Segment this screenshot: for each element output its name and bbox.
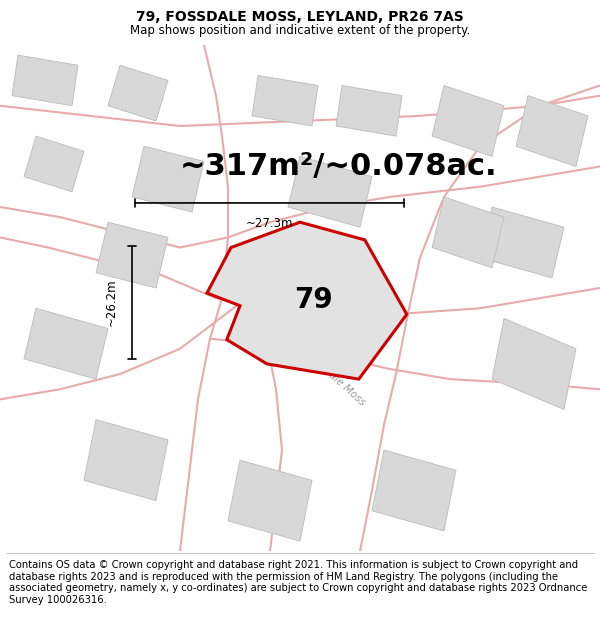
Polygon shape <box>228 460 312 541</box>
Polygon shape <box>12 55 78 106</box>
Text: Fossdale Moss: Fossdale Moss <box>305 351 367 408</box>
Polygon shape <box>372 450 456 531</box>
Polygon shape <box>336 86 402 136</box>
Polygon shape <box>516 96 588 166</box>
Text: 79: 79 <box>294 286 332 314</box>
Text: Map shows position and indicative extent of the property.: Map shows position and indicative extent… <box>130 24 470 37</box>
Polygon shape <box>24 136 84 192</box>
Text: Contains OS data © Crown copyright and database right 2021. This information is : Contains OS data © Crown copyright and d… <box>9 560 587 605</box>
Polygon shape <box>108 65 168 121</box>
Polygon shape <box>207 222 407 379</box>
Polygon shape <box>24 308 108 379</box>
Polygon shape <box>432 86 504 156</box>
Polygon shape <box>432 197 504 268</box>
Polygon shape <box>288 156 372 228</box>
Polygon shape <box>480 207 564 278</box>
Polygon shape <box>492 318 576 409</box>
Polygon shape <box>252 76 318 126</box>
Polygon shape <box>96 222 168 288</box>
Text: ~26.2m: ~26.2m <box>104 279 118 326</box>
Text: 79, FOSSDALE MOSS, LEYLAND, PR26 7AS: 79, FOSSDALE MOSS, LEYLAND, PR26 7AS <box>136 10 464 24</box>
Text: ~27.3m: ~27.3m <box>245 217 293 230</box>
Polygon shape <box>84 419 168 501</box>
Text: ~317m²/~0.078ac.: ~317m²/~0.078ac. <box>180 152 497 181</box>
Polygon shape <box>132 146 204 212</box>
